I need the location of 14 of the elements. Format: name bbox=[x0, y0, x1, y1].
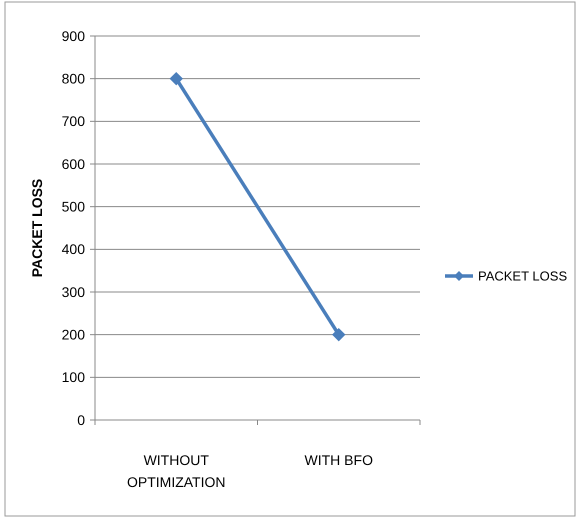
y-tick-label: 400 bbox=[62, 241, 86, 258]
y-tick-label: 100 bbox=[62, 369, 86, 386]
y-axis-title: PACKET LOSS bbox=[29, 178, 45, 278]
y-tick-label: 600 bbox=[62, 156, 86, 172]
y-tick-label: 800 bbox=[62, 70, 86, 87]
x-tick-label: WITHOUT OPTIMIZATION bbox=[126, 452, 226, 490]
legend-label: PACKET LOSS bbox=[478, 268, 568, 284]
y-tick-label: 700 bbox=[62, 113, 86, 130]
y-tick-label: 900 bbox=[62, 28, 86, 44]
y-tick-label: 300 bbox=[62, 284, 86, 300]
y-tick-label: 500 bbox=[62, 198, 86, 215]
x-tick-label: WITH BFO bbox=[304, 452, 374, 468]
y-tick-label: 0 bbox=[77, 412, 86, 428]
y-tick-label: 200 bbox=[62, 326, 86, 343]
